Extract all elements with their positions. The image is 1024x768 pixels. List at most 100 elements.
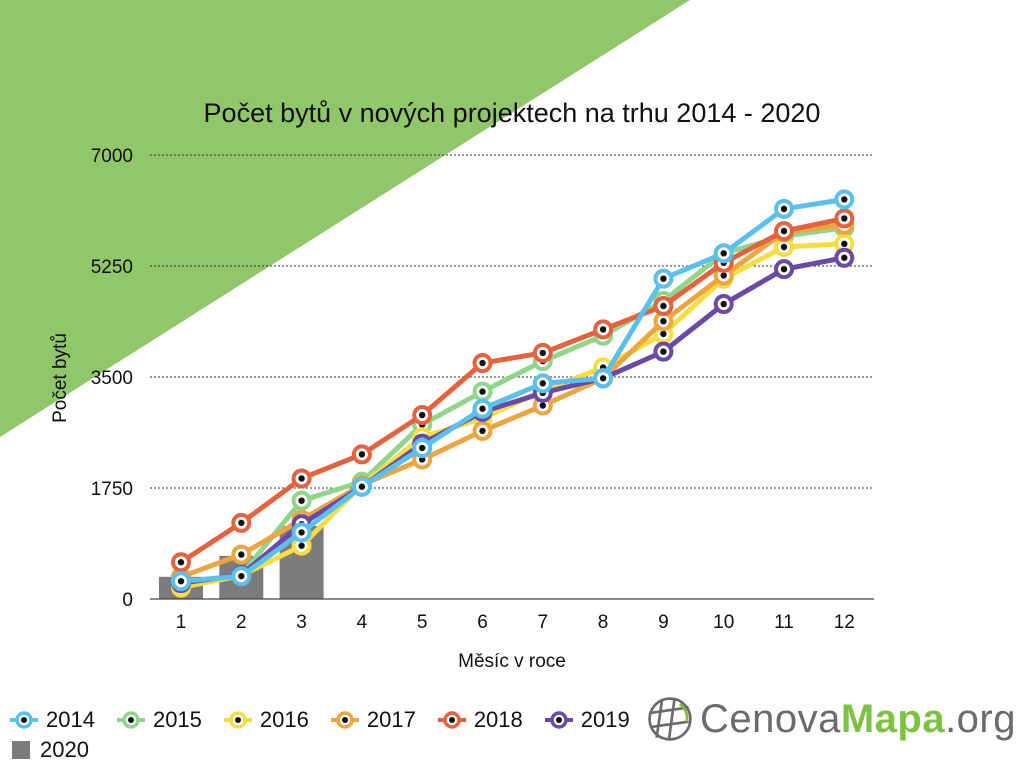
legend-label-2019: 2019 [580,707,630,732]
point-dot-2017 [660,317,667,325]
point-dot-2014 [720,250,727,257]
legend-label-2015: 2015 [152,707,202,732]
legend-label-2016: 2016 [259,707,309,732]
point-dot-2015 [298,497,305,504]
point-dot-2016 [780,243,788,251]
series-line-2015 [178,225,847,589]
point-dot-2017 [539,402,546,409]
legend-label-2014: 2014 [46,707,95,732]
logo-text-mapa: Mapa [840,696,946,741]
x-tick-label: 1 [176,612,187,633]
x-tick-label: 8 [598,612,609,633]
point-dot-2018 [298,475,305,482]
y-axis-ticks: 0 1750 3500 5250 7000 [91,146,133,611]
point-dot-2016 [841,240,848,247]
y-tick-label: 5250 [91,257,133,278]
point-dot-2014 [298,529,305,536]
point-dot-2014 [238,572,245,580]
point-dot-2018 [841,215,848,222]
point-dot-2019 [780,265,788,273]
legend-item-2019: 2019 [543,707,630,733]
legend-row-bars: 2020 [8,735,638,765]
x-tick-label: 5 [417,612,428,633]
x-tick-label: 12 [834,612,855,633]
legend-swatch-2020 [12,741,30,759]
point-dot-2018 [599,326,607,333]
legend-label-2017: 2017 [366,707,416,732]
x-tick-label: 9 [658,612,669,633]
point-dot-2014 [419,444,426,452]
point-dot-2018 [780,227,788,235]
point-dot-2014 [660,275,667,282]
series-lines [171,189,855,598]
y-tick-label: 1750 [91,479,133,500]
point-dot-2014 [780,205,788,213]
legend-label-2018: 2018 [473,707,523,732]
x-tick-label: 3 [296,612,307,633]
legend-item-2016: 2016 [222,707,309,733]
logo-text: CenovaMapa.org [700,697,1016,742]
x-tick-label: 10 [713,612,734,633]
x-tick-label: 7 [538,612,549,633]
point-dot-2014 [177,578,185,585]
y-tick-label: 7000 [91,146,133,167]
point-dot-2018 [238,519,245,527]
point-dot-2018 [479,359,486,367]
point-dot-2018 [660,302,667,310]
legend-marker-2016 [223,711,252,729]
point-dot-2017 [479,427,486,435]
legend-marker-2014 [10,711,38,729]
point-dot-2014 [479,405,486,412]
point-dot-2018 [539,349,546,357]
legend-label-2020: 2020 [40,737,89,762]
point-dot-2014 [539,380,546,387]
point-dot-2014 [599,375,607,382]
x-tick-label: 2 [236,612,247,633]
y-axis-label: Počet bytů [50,333,71,423]
x-tick-label: 6 [477,612,488,633]
x-tick-label: 4 [357,612,368,633]
point-dot-2016 [660,330,667,338]
cenovamapa-logo: CenovaMapa.org [646,688,1016,750]
point-dot-2019 [841,254,848,261]
legend: 2014 2015 2016 2017 2018 2019 2020 [8,705,638,765]
gridlines [150,154,874,489]
chart-title: Počet bytů v nových projektech na trhu 2… [204,98,821,128]
series-2014 [171,189,855,592]
point-dot-2017 [238,551,245,558]
series-line-2017 [178,222,847,580]
logo-text-org: .org [945,696,1016,741]
logo-text-cenova: Cenova [699,696,841,741]
point-dot-2018 [358,451,366,458]
legend-item-2018: 2018 [436,707,523,733]
legend-item-2020: 2020 [8,737,89,763]
green-corner-triangle [0,0,690,437]
point-dot-2016 [298,542,305,549]
legend-marker-2017 [330,711,359,729]
series-line-2018 [178,215,847,565]
globe-icon [648,697,692,741]
series-line-2014 [178,196,847,584]
point-dot-2018 [177,559,185,566]
legend-marker-2018 [437,711,466,729]
legend-marker-2015 [116,711,145,729]
series-line-2019 [178,255,847,586]
x-axis-ticks: 1 2 3 4 5 6 7 8 9 10 11 12 [176,612,855,633]
point-dot-2017 [720,272,727,279]
y-tick-label: 3500 [91,368,133,389]
y-tick-label: 0 [122,590,133,611]
point-dot-2019 [660,348,667,355]
point-dot-2015 [479,388,486,395]
x-tick-label: 11 [774,612,794,633]
point-dot-2014 [841,196,848,203]
legend-item-2014: 2014 [8,707,95,733]
point-dot-2014 [358,483,366,490]
point-dot-2018 [419,411,426,419]
legend-row-lines: 2014 2015 2016 2017 2018 2019 [8,705,638,735]
legend-item-2017: 2017 [329,707,416,733]
point-dot-2019 [720,300,727,308]
x-axis-label: Měsíc v roce [458,651,566,672]
legend-item-2015: 2015 [115,707,202,733]
